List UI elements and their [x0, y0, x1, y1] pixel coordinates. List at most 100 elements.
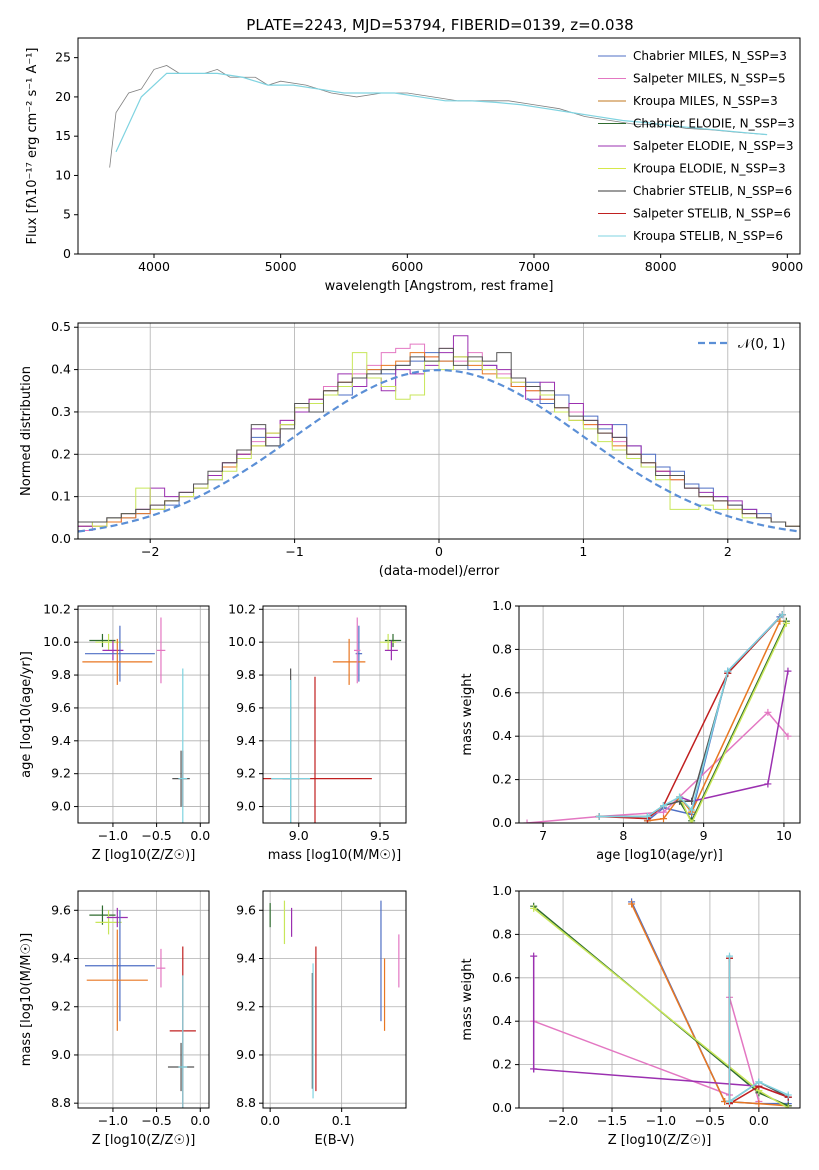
y-axis-label: Normed distribution [19, 366, 34, 496]
point-marker [776, 617, 784, 625]
point-marker [726, 952, 734, 960]
y-tick-label: 10.2 [43, 601, 71, 616]
x-tick-label: −1.0 [646, 1113, 676, 1128]
x-tick-label: −0.5 [141, 1113, 171, 1128]
x-tick-label: −2.0 [548, 1113, 578, 1128]
x-tick-label: 0.0 [190, 1113, 210, 1128]
y-axis-label: mass [log10(M/M☉)] [19, 933, 34, 1066]
point-marker [784, 667, 792, 675]
y-tick-label: 0.6 [492, 685, 512, 700]
x-tick-label: 7000 [518, 259, 550, 274]
y-tick-label: 5 [63, 207, 71, 222]
series-Kroupa STELIB [728, 956, 789, 1103]
y-tick-label: 9.2 [236, 999, 256, 1014]
y-tick-label: 0.0 [492, 1100, 512, 1115]
point-marker [778, 611, 786, 619]
x-axis-label: Z [log10(Z/Z☉)] [92, 848, 196, 863]
y-tick-label: 9.6 [51, 700, 71, 715]
plot-area-age-vs-Z [82, 617, 190, 823]
panel-age-vs-Z: −1.0 −0.5 0.0 9.0 9.2 9.4 9.6 9.8 10.0 10.2 Z [log… [19, 601, 210, 863]
x-tick-label: −0.5 [141, 828, 171, 843]
y-tick-label: 10.0 [228, 634, 256, 649]
x-tick-label: 5000 [265, 259, 297, 274]
y-tick-label: 10.0 [43, 634, 71, 649]
y-tick-label: 0.2 [51, 446, 71, 461]
y-tick-label: 9.4 [236, 951, 256, 966]
point-marker [660, 802, 668, 810]
point-marker [523, 819, 531, 823]
y-tick-label: 9.0 [51, 1047, 71, 1062]
y-tick-label: 9.4 [236, 733, 256, 748]
plot-area-mass-vs-Z [84, 905, 196, 1108]
point-marker [660, 808, 668, 816]
legend-label: Kroupa MILES, N_SSP=3 [633, 94, 778, 108]
y-axis-label: Flux [fλ10⁻¹⁷ erg cm⁻² s⁻¹ A⁻¹] [25, 48, 40, 245]
series-Kroupa MILES [630, 903, 789, 1107]
x-tick-label: 0 [435, 544, 443, 559]
y-axis-label: age [log10(age/yr)] [19, 651, 34, 778]
y-tick-label: 9.8 [236, 667, 256, 682]
x-tick-label: 4000 [138, 259, 170, 274]
series-Salpeter MILES [526, 711, 789, 823]
point-marker [595, 812, 603, 820]
panel-massweight-vs-Z: −2.0 −1.5 −1.0 −0.5 0.0 0.0 0.2 0.4 0.6 0.8 1.0 Z [… [460, 883, 801, 1148]
y-tick-label: 10 [55, 167, 71, 182]
plot-area-age-vs-mass [263, 617, 402, 823]
y-tick-label: 0 [63, 246, 71, 261]
x-tick-label: 9 [700, 828, 708, 843]
y-tick-label: 9.2 [51, 999, 71, 1014]
x-tick-label: −1 [285, 544, 303, 559]
legend-label: 𝒩(0, 1) [738, 337, 785, 352]
point-marker [724, 667, 732, 675]
panel-mass-vs-EBV: 0.0 0.1 8.8 9.0 9.2 9.4 9.6 E(B-V) [236, 890, 407, 1148]
x-tick-label: −1.0 [98, 828, 128, 843]
point-marker [530, 952, 538, 960]
x-tick-label: 8000 [645, 259, 677, 274]
y-tick-label: 0.5 [51, 319, 71, 334]
panel-massweight-vs-age: 7 8 9 10 0.0 0.2 0.4 0.6 0.8 1.0 age [log10(age/yr… [460, 598, 801, 863]
x-axis-label: Z [log10(Z/Z☉)] [92, 1133, 196, 1148]
y-tick-label: 20 [55, 89, 71, 104]
figure-title: PLATE=2243, MJD=53794, FIBERID=0139, z=0… [246, 16, 633, 34]
x-axis-label: age [log10(age/yr)] [596, 848, 723, 863]
y-tick-label: 25 [55, 50, 71, 65]
series-data [109, 65, 768, 168]
point-marker [688, 806, 696, 814]
y-tick-label: 0.1 [51, 489, 71, 504]
y-tick-label: 0.8 [492, 641, 512, 656]
y-axis-label: mass weight [460, 958, 475, 1040]
y-tick-label: 9.0 [236, 1047, 256, 1062]
x-tick-label: 9.5 [370, 828, 390, 843]
y-tick-label: 0.8 [492, 926, 512, 941]
point-marker [628, 900, 636, 908]
x-tick-label: 1 [579, 544, 587, 559]
point-marker [660, 815, 668, 823]
plot-area-spectrum [109, 65, 768, 168]
panels: 4000 5000 6000 7000 8000 90000510152025wavele… [19, 37, 803, 1148]
y-tick-label: 9.6 [236, 902, 256, 917]
plot-area-mass-vs-EBV [269, 900, 400, 1099]
x-tick-label: 8 [619, 828, 627, 843]
legend-label: Chabrier STELIB, N_SSP=6 [633, 184, 792, 198]
y-tick-label: 0.4 [51, 362, 71, 377]
y-tick-label: 0.2 [492, 1057, 512, 1072]
y-tick-label: 15 [55, 128, 71, 143]
axes-frame [77, 890, 210, 1109]
y-tick-label: 0.2 [492, 772, 512, 787]
series-Kroupa ELODIE [678, 623, 788, 823]
plot-area-massweight-vs-Z [530, 898, 792, 1108]
y-tick-label: 0.0 [492, 815, 512, 830]
y-tick-label: 8.8 [51, 1095, 71, 1110]
x-tick-label: 0.0 [190, 828, 210, 843]
point-marker [782, 619, 790, 627]
gaussian-model-line [78, 368, 800, 533]
legend-label: Salpeter MILES, N_SSP=5 [633, 72, 786, 86]
y-tick-label: 9.6 [51, 902, 71, 917]
legend-label: Salpeter ELODIE, N_SSP=3 [633, 139, 794, 153]
x-tick-label: −0.5 [695, 1113, 725, 1128]
axes-frame [77, 605, 210, 824]
axes-frame [518, 605, 801, 824]
y-tick-label: 0.0 [51, 531, 71, 546]
y-tick-label: 9.8 [51, 667, 71, 682]
